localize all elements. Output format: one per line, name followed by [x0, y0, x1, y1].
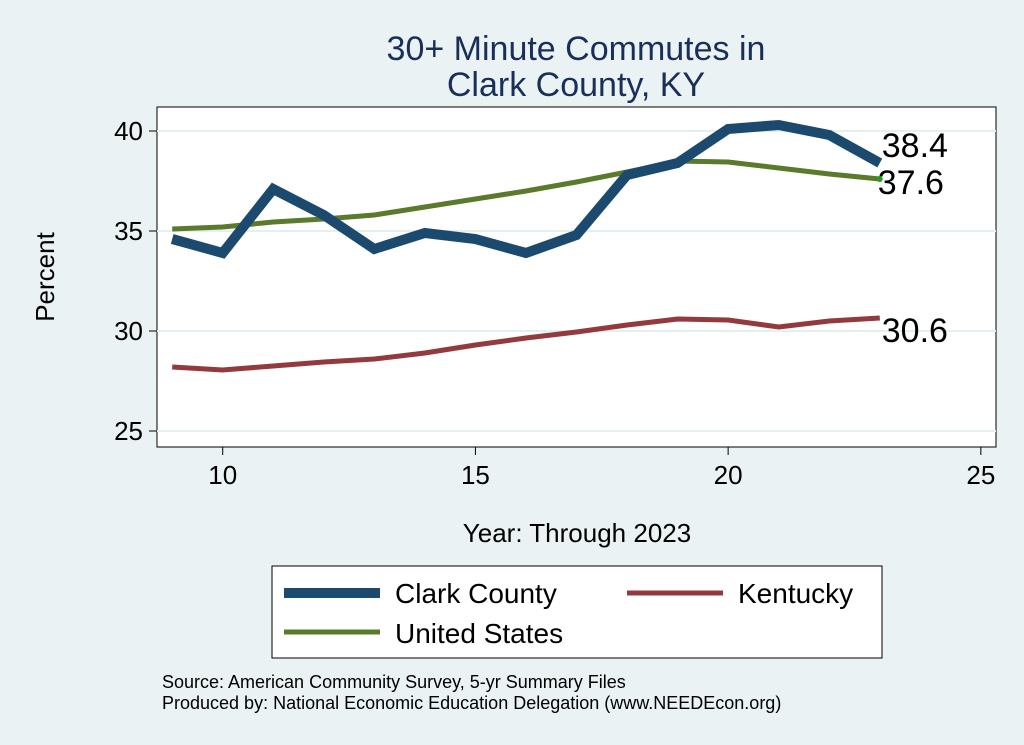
source-note: Source: American Community Survey, 5-yr … [162, 672, 626, 692]
x-axis-label: Year: Through 2023 [463, 518, 691, 548]
y-axis-ticks: 25 30 35 40 [114, 116, 157, 446]
legend: Clark County Kentucky United States [271, 565, 883, 659]
legend-label-kentucky: Kentucky [738, 578, 853, 609]
x-tick-label-15: 15 [461, 460, 490, 490]
series-line-kentucky [172, 315, 880, 373]
x-tick-label-10: 10 [208, 460, 237, 490]
chart-title-line-2: Clark County, KY [447, 66, 705, 104]
y-tick-label-40: 40 [114, 116, 143, 146]
produced-by-note: Produced by: National Economic Education… [162, 693, 781, 713]
series-line-clark-county [170, 119, 883, 259]
chart-title-line-1: 30+ Minute Commutes in [387, 30, 766, 68]
end-labels: 38.4 30.6 37.6 [876, 127, 948, 350]
x-tick-label-20: 20 [714, 460, 743, 490]
x-tick-label-25: 25 [966, 460, 995, 490]
y-axis-label: Percent [30, 231, 60, 321]
y-tick-label-30: 30 [114, 316, 143, 346]
end-marker-united-states [876, 176, 883, 182]
legend-box [271, 565, 883, 659]
x-axis-ticks: 10 15 20 25 [208, 447, 995, 490]
legend-label-clark-county: Clark County [395, 578, 557, 609]
end-label-clark-county: 38.4 [882, 127, 948, 165]
end-label-united-states: 37.6 [878, 164, 944, 202]
y-tick-label-35: 35 [114, 216, 143, 246]
y-tick-label-25: 25 [114, 416, 143, 446]
series-lines [170, 119, 883, 373]
end-label-kentucky: 30.6 [882, 312, 948, 350]
legend-label-united-states: United States [395, 618, 563, 649]
plot-area [156, 106, 997, 448]
series-line-united-states [172, 158, 881, 232]
